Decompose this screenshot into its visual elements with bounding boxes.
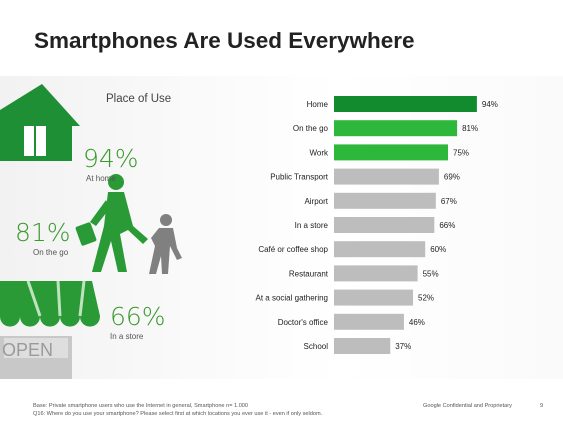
stat-home-value: 94% [83,144,139,173]
bar [334,217,435,233]
value-label: 55% [423,269,439,278]
category-label: In a store [295,221,329,230]
value-label: 81% [462,124,478,133]
category-label: Airport [304,197,328,206]
bar [334,120,458,137]
page-title: Smartphones Are Used Everywhere [34,28,415,53]
category-label: On the go [293,124,329,133]
child-icon [149,214,182,274]
value-label: 69% [444,173,460,182]
bar [334,289,414,306]
category-label: Home [307,100,329,109]
category-label: Doctor's office [278,318,329,327]
store-icon: OPEN [0,280,100,379]
value-label: 46% [409,318,425,327]
footer-question: Q16: Where do you use your smartphone? P… [33,411,323,417]
value-label: 75% [453,148,469,157]
footer-base: Base: Private smartphone users who use t… [33,403,249,409]
footer-confidential: Google Confidential and Proprietary [423,403,512,409]
illustration: OPEN [0,84,182,379]
stat-on-the-go-label: On the go [33,248,69,257]
footer-page-number: 9 [540,403,544,409]
stat-store-label: In a store [110,332,144,341]
bar [334,192,436,209]
person-walking-icon [75,174,148,272]
category-label: Public Transport [270,173,329,182]
bar-chart: Home 94% On the go 81% Work 75% Public Transpo… [256,96,498,354]
stat-store-value: 66% [110,302,166,331]
bar [334,241,426,258]
bar [334,338,391,354]
bar [334,313,404,330]
bar [334,144,448,161]
category-label: Work [309,148,329,157]
category-label: At a social gathering [256,294,329,303]
category-label: School [304,342,329,351]
bar [334,168,439,185]
value-label: 37% [395,342,411,351]
chart-title: Place of Use [106,93,172,105]
category-label: Café or coffee shop [258,245,328,254]
value-label: 52% [418,294,434,303]
house-icon [0,84,80,161]
stat-home-label: At home [86,174,116,183]
stat-on-the-go-value: 81% [15,218,71,247]
bar [334,265,418,282]
value-label: 67% [441,197,457,206]
store-sign: OPEN [2,340,53,360]
value-label: 66% [439,221,455,230]
category-label: Restaurant [289,269,329,278]
bar [334,96,477,112]
value-label: 94% [482,100,498,109]
value-label: 60% [430,245,446,254]
content-panel [0,76,563,379]
